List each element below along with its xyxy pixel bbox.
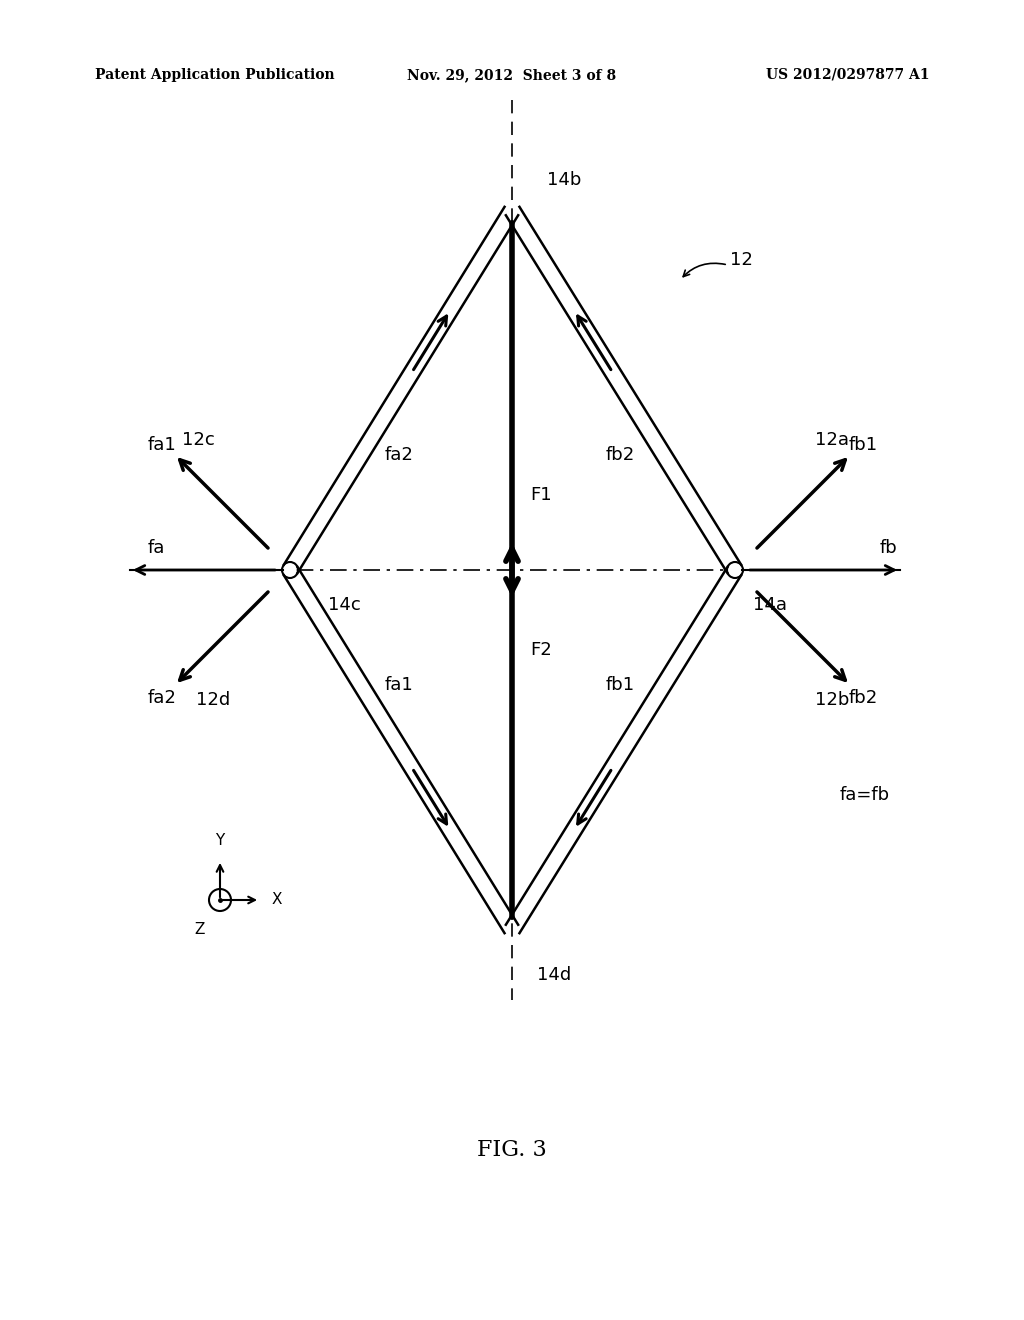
- Text: fa1: fa1: [147, 436, 176, 454]
- Text: X: X: [272, 892, 283, 908]
- Text: 12a: 12a: [815, 432, 849, 449]
- Text: fb2: fb2: [606, 446, 635, 465]
- Text: fb1: fb1: [606, 676, 635, 694]
- Text: Nov. 29, 2012  Sheet 3 of 8: Nov. 29, 2012 Sheet 3 of 8: [408, 69, 616, 82]
- Text: fb1: fb1: [849, 436, 878, 454]
- Text: US 2012/0297877 A1: US 2012/0297877 A1: [767, 69, 930, 82]
- Text: fa1: fa1: [385, 676, 414, 694]
- Circle shape: [729, 564, 741, 576]
- Text: 12d: 12d: [196, 690, 230, 709]
- Text: 12: 12: [730, 251, 753, 269]
- Text: 14c: 14c: [328, 597, 360, 614]
- Text: fa2: fa2: [385, 446, 414, 465]
- Text: fb: fb: [880, 539, 898, 557]
- Text: Patent Application Publication: Patent Application Publication: [95, 69, 335, 82]
- Text: Z: Z: [195, 921, 205, 937]
- Text: FIG. 3: FIG. 3: [477, 1139, 547, 1162]
- Text: F1: F1: [530, 486, 552, 504]
- Text: fa=fb: fa=fb: [840, 785, 890, 804]
- Text: fb2: fb2: [848, 689, 878, 708]
- Text: fa: fa: [148, 539, 165, 557]
- Text: 12b: 12b: [815, 690, 849, 709]
- Circle shape: [284, 564, 296, 576]
- Text: Y: Y: [215, 833, 224, 847]
- Text: 14b: 14b: [547, 172, 582, 189]
- Text: 12c: 12c: [182, 432, 215, 449]
- Text: fa2: fa2: [147, 689, 176, 708]
- Text: F2: F2: [530, 642, 552, 659]
- Text: 14a: 14a: [753, 597, 787, 614]
- Text: 14d: 14d: [537, 966, 571, 983]
